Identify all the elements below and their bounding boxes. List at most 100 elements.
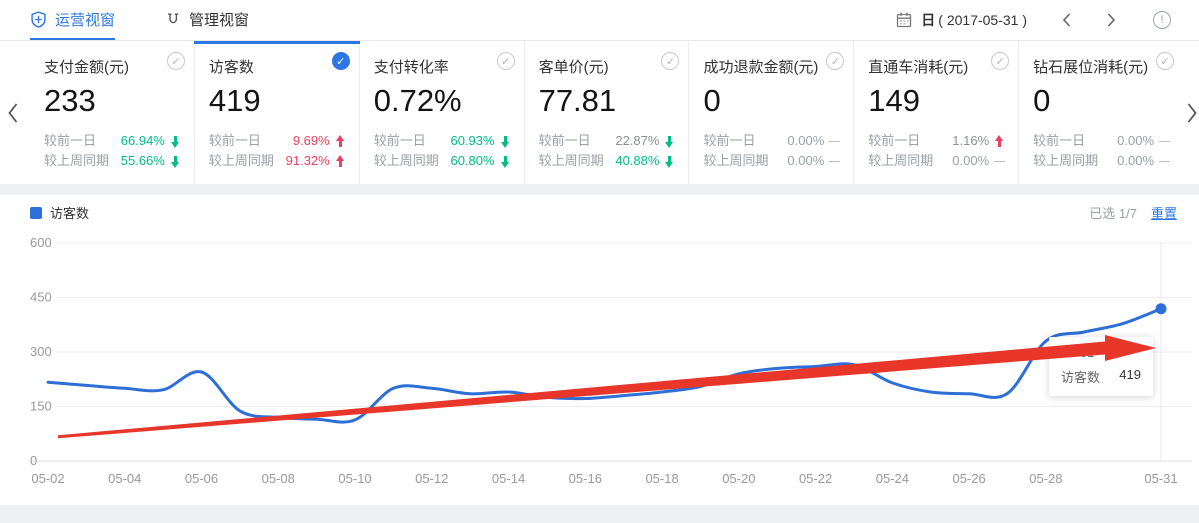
metric-card-payment-amount[interactable]: ✓ 支付金额(元) 233 较前一日 66.94% 较上周同期 55.66% bbox=[30, 41, 195, 184]
comparison-label: 较前一日 bbox=[538, 133, 591, 148]
metric-card-avg-order-value[interactable]: ✓ 客单价(元) 77.81 较前一日 22.87% 较上周同期 40.88% bbox=[524, 41, 690, 184]
comparison-label: 较前一日 bbox=[373, 133, 426, 148]
comparison-value: 0.00% bbox=[1117, 153, 1155, 168]
tab-management-view[interactable]: 管理视窗 bbox=[165, 0, 249, 40]
trend-arrow-icon bbox=[663, 135, 676, 148]
svg-text:05-14: 05-14 bbox=[492, 471, 525, 486]
shield-icon bbox=[30, 10, 47, 28]
metric-value: 0 bbox=[1033, 83, 1051, 118]
comparison-label: 较上周同期 bbox=[208, 153, 274, 168]
comparison-value: 40.88% bbox=[615, 153, 660, 168]
comparison-row: 较上周同期 60.80% bbox=[374, 151, 512, 171]
svg-text:05-04: 05-04 bbox=[108, 471, 141, 486]
metric-title: 客单价(元) bbox=[538, 59, 609, 76]
comparison-label: 较上周同期 bbox=[538, 153, 604, 168]
comparison-row: 较前一日 66.94% bbox=[44, 131, 182, 151]
date-controls: 日 ( 2017-05-31 ) ! bbox=[895, 0, 1171, 40]
cards-scroll-right-button[interactable] bbox=[1186, 101, 1199, 125]
comparison-value: 0.00% bbox=[1117, 133, 1155, 148]
check-icon[interactable]: ✓ bbox=[1156, 52, 1175, 70]
comparison-value: 9.69% bbox=[292, 133, 330, 148]
chart-tooltip: 05-31 访客数 419 bbox=[1049, 337, 1153, 396]
top-tab-bar: 运营视窗 管理视窗 日 ( 2017-05-31 ) ! bbox=[0, 0, 1199, 41]
metric-card-ztc-spend[interactable]: ✓ 直通车消耗(元) 149 较前一日 1.16% 较上周同期 0.00% bbox=[854, 41, 1020, 184]
tab-operations-view[interactable]: 运营视窗 bbox=[30, 0, 116, 40]
check-icon[interactable]: ✓ bbox=[661, 52, 680, 70]
section-divider bbox=[0, 184, 1199, 195]
comparison-row: 较上周同期 0.00% bbox=[868, 151, 1006, 171]
comparison-label: 较前一日 bbox=[868, 133, 921, 148]
trend-arrow-icon bbox=[499, 155, 512, 168]
comparison-label: 较前一日 bbox=[703, 133, 756, 148]
selected-count: 已选 1/7 bbox=[1089, 206, 1137, 221]
svg-text:05-28: 05-28 bbox=[1029, 471, 1062, 486]
comparison-row: 较前一日 1.16% bbox=[868, 131, 1006, 151]
trend-arrow-icon bbox=[828, 135, 841, 148]
comparison-label: 较前一日 bbox=[208, 133, 261, 148]
metric-card-conversion-rate[interactable]: ✓ 支付转化率 0.72% 较前一日 60.93% 较上周同期 60.80% bbox=[359, 41, 525, 184]
metric-value: 0.72% bbox=[373, 83, 462, 118]
comparison-value: 66.94% bbox=[120, 133, 165, 148]
svg-text:05-02: 05-02 bbox=[31, 471, 64, 486]
svg-text:05-12: 05-12 bbox=[415, 471, 448, 486]
metric-value: 0 bbox=[703, 83, 721, 118]
comparison-row: 较上周同期 0.00% bbox=[703, 151, 841, 171]
svg-text:05-10: 05-10 bbox=[338, 471, 371, 486]
metric-cards-strip: ✓ 支付金额(元) 233 较前一日 66.94% 较上周同期 55.66% ✓… bbox=[0, 41, 1199, 184]
svg-text:05-24: 05-24 bbox=[876, 471, 909, 486]
trend-arrow-icon bbox=[1158, 135, 1171, 148]
metric-value: 77.81 bbox=[538, 83, 617, 118]
info-icon[interactable]: ! bbox=[1153, 11, 1171, 29]
check-icon[interactable]: ✓ bbox=[826, 52, 845, 70]
svg-text:05-26: 05-26 bbox=[952, 471, 985, 486]
prev-date-button[interactable] bbox=[1061, 12, 1072, 28]
comparison-value: 22.87% bbox=[615, 133, 660, 148]
comparison-label: 较前一日 bbox=[44, 133, 97, 148]
comparison-value: 60.93% bbox=[450, 133, 495, 148]
trend-arrow-icon bbox=[169, 135, 182, 148]
tooltip-value: 419 bbox=[1119, 367, 1141, 382]
check-icon[interactable]: ✓ bbox=[166, 52, 185, 70]
chart-legend-row: 访客数 已选 1/7 重置 bbox=[30, 203, 1177, 222]
badge-icon bbox=[165, 11, 181, 28]
svg-text:05-20: 05-20 bbox=[722, 471, 755, 486]
metric-value: 233 bbox=[44, 83, 96, 118]
visitors-line-chart[interactable]: 0 150 300 450 600 05-02 05-04 05-06 05-08 05-10 05… bbox=[0, 195, 1199, 505]
comparison-row: 较上周同期 55.66% bbox=[44, 151, 182, 171]
comparison-label: 较上周同期 bbox=[703, 153, 769, 168]
trend-arrow-icon bbox=[993, 155, 1006, 168]
svg-text:05-22: 05-22 bbox=[799, 471, 832, 486]
check-icon[interactable]: ✓ bbox=[331, 52, 350, 70]
comparison-label: 较上周同期 bbox=[44, 153, 110, 168]
metric-title: 直通车消耗(元) bbox=[868, 59, 969, 76]
cards-scroll-left-button[interactable] bbox=[6, 101, 19, 125]
comparison-label: 较前一日 bbox=[1033, 133, 1086, 148]
tab-label: 运营视窗 bbox=[55, 11, 116, 29]
comparison-label: 较上周同期 bbox=[868, 153, 934, 168]
check-icon[interactable]: ✓ bbox=[496, 52, 515, 70]
trend-arrow-icon bbox=[499, 135, 512, 148]
calendar-icon[interactable] bbox=[895, 11, 913, 29]
metric-card-refund-amount[interactable]: ✓ 成功退款金额(元) 0 较前一日 0.00% 较上周同期 0.00% bbox=[689, 41, 855, 184]
metric-title: 访客数 bbox=[208, 59, 254, 76]
check-icon[interactable]: ✓ bbox=[991, 52, 1010, 70]
metric-card-diamond-spend[interactable]: ✓ 钻石展位消耗(元) 0 较前一日 0.00% 较上周同期 0.00% bbox=[1019, 41, 1184, 184]
trend-arrow-icon bbox=[334, 154, 347, 168]
comparison-row: 较上周同期 91.32% bbox=[209, 151, 347, 171]
reset-link[interactable]: 重置 bbox=[1150, 206, 1177, 221]
date-granularity[interactable]: 日 bbox=[921, 12, 936, 28]
metric-value: 419 bbox=[208, 83, 261, 118]
trend-arrow-icon bbox=[993, 134, 1006, 148]
comparison-value: 0.00% bbox=[952, 153, 990, 168]
legend-item-visitors[interactable]: 访客数 bbox=[30, 203, 89, 222]
comparison-label: 较上周同期 bbox=[1033, 153, 1099, 168]
comparison-row: 较前一日 22.87% bbox=[539, 131, 677, 151]
next-date-button[interactable] bbox=[1106, 12, 1117, 28]
comparison-label: 较上周同期 bbox=[373, 153, 439, 168]
svg-text:300: 300 bbox=[30, 344, 52, 359]
legend-label: 访客数 bbox=[50, 206, 90, 221]
comparison-row: 较上周同期 0.00% bbox=[1033, 151, 1171, 171]
metric-card-visitors[interactable]: ✓ 访客数 419 较前一日 9.69% 较上周同期 91.32% bbox=[193, 41, 360, 184]
metric-title: 钻石展位消耗(元) bbox=[1033, 59, 1149, 76]
